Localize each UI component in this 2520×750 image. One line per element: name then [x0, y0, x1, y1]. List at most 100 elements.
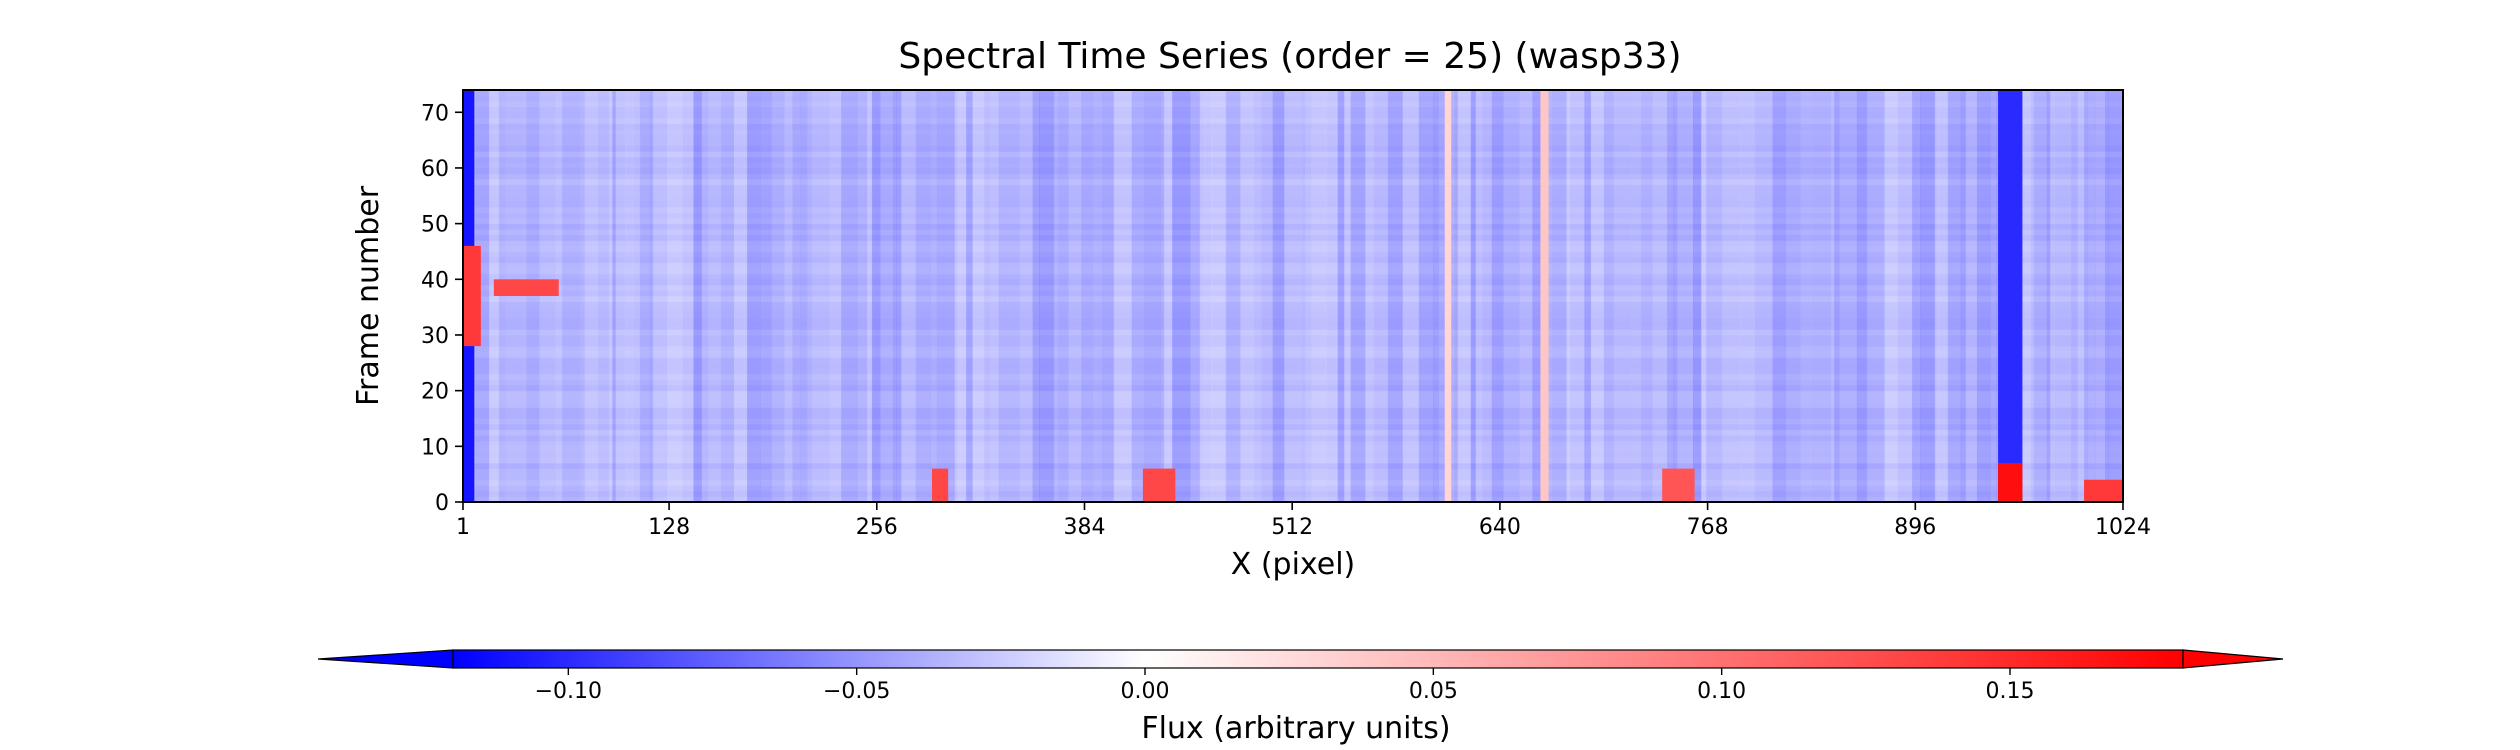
plot-frame: [462, 89, 2124, 503]
heatmap-column: [1551, 90, 1567, 502]
heatmap-row: [463, 396, 2123, 403]
heatmap-column: [1676, 90, 1694, 502]
x-axis: 1 128 256 384 512 640 768 896 1024: [456, 502, 2151, 540]
heatmap-column: [893, 90, 897, 502]
heatmap-column: [957, 90, 967, 502]
x-tick-label: 128: [648, 515, 690, 540]
heatmap-feature-region: [2084, 479, 2123, 502]
heatmap-row: [463, 201, 2123, 208]
heatmap-row: [463, 424, 2123, 431]
heatmap-cells: [463, 90, 2123, 502]
heatmap-column: [475, 90, 490, 502]
heatmap-column: [1113, 90, 1133, 502]
heatmap-row: [463, 334, 2123, 342]
heatmap-column: [936, 90, 956, 502]
heatmap-column: [1284, 90, 1303, 502]
heatmap-row: [463, 440, 2123, 447]
heatmap-column: [609, 90, 613, 502]
heatmap-column: [1019, 90, 1034, 502]
heatmap-row: [463, 151, 2123, 158]
heatmap-column: [1160, 90, 1165, 502]
y-axis: 0 10 20 30 40 50 60 70: [421, 101, 463, 516]
heatmap-column: [1454, 90, 1459, 502]
heatmap-column: [1785, 90, 1801, 502]
heatmap-row: [463, 485, 2123, 492]
heatmap-row: [463, 318, 2123, 325]
heatmap-row: [463, 134, 2123, 141]
heatmap-row: [463, 240, 2123, 247]
heatmap-column: [1387, 90, 1404, 502]
heatmap-column: [721, 90, 735, 502]
heatmap-row: [463, 273, 2123, 280]
heatmap-column: [1641, 90, 1653, 502]
heatmap-row: [463, 106, 2123, 113]
heatmap-column: [930, 90, 938, 502]
heatmap-column: [1590, 90, 1605, 502]
heatmap-row: [463, 245, 2123, 252]
heatmap-column: [1068, 90, 1082, 502]
heatmap-row: [463, 357, 2123, 364]
heatmap-feature-column: [1540, 90, 1549, 502]
heatmap-feature-region: [1662, 468, 1695, 502]
heatmap-row: [463, 117, 2123, 124]
heatmap-column: [579, 90, 586, 502]
heatmap-column: [2030, 90, 2035, 502]
heatmap-row: [463, 463, 2123, 470]
heatmap-row: [463, 340, 2123, 347]
heatmap-column: [1204, 90, 1212, 502]
heatmap-row: [463, 379, 2123, 386]
heatmap-column: [612, 90, 617, 502]
colorbar-extend-low: [317, 649, 454, 669]
heatmap-column: [2020, 90, 2032, 502]
heatmap-column: [2049, 90, 2056, 502]
colorbar-tick-label: 0.05: [1409, 679, 1458, 704]
x-tick-label: 768: [1687, 515, 1729, 540]
heatmap-row: [463, 234, 2123, 241]
heatmap-column: [1311, 90, 1327, 502]
heatmap-row: [463, 156, 2123, 163]
heatmap-row: [463, 351, 2123, 358]
x-tick-label: 256: [856, 515, 898, 540]
heatmap-column: [1705, 90, 1723, 502]
heatmap-column: [901, 90, 917, 502]
heatmap-column: [871, 90, 881, 502]
heatmap-column: [1960, 90, 1967, 502]
heatmap-column: [2084, 90, 2088, 502]
heatmap-column: [792, 90, 802, 502]
heatmap-column: [1457, 90, 1472, 502]
heatmap-column: [708, 90, 722, 502]
x-tick-label: 1: [456, 515, 470, 540]
heatmap-column: [1225, 90, 1241, 502]
heatmap-column: [733, 90, 748, 502]
heatmap-row: [463, 268, 2123, 275]
heatmap-row: [463, 296, 2123, 303]
heatmap-column: [584, 90, 599, 502]
heatmap-column: [1938, 90, 1949, 502]
heatmap-row: [463, 468, 2123, 475]
heatmap-column: [807, 90, 813, 502]
heatmap-column: [1631, 90, 1642, 502]
heatmap-column: [1491, 90, 1504, 502]
heatmap-row: [463, 145, 2123, 152]
heatmap-row: [463, 474, 2123, 481]
colorbar-label: Flux (arbitrary units): [1141, 711, 1450, 746]
heatmap-feature-column: [1444, 90, 1452, 502]
heatmap-column: [1839, 90, 1858, 502]
heatmap-column: [1058, 90, 1069, 502]
heatmap-column: [1433, 90, 1439, 502]
heatmap-row: [463, 162, 2123, 169]
heatmap-row: [463, 312, 2123, 319]
heatmap-column: [1667, 90, 1675, 502]
heatmap-column: [1584, 90, 1592, 502]
heatmap-row: [463, 179, 2123, 186]
heatmap-column: [1081, 90, 1094, 502]
y-tick-label: 40: [421, 268, 449, 293]
heatmap-row: [463, 329, 2123, 336]
heatmap-column: [2077, 90, 2085, 502]
heatmap-column: [1402, 90, 1420, 502]
heatmap-column: [1613, 90, 1632, 502]
heatmap-row: [463, 362, 2123, 369]
heatmap-column: [1470, 90, 1477, 502]
heatmap-column: [1163, 90, 1173, 502]
